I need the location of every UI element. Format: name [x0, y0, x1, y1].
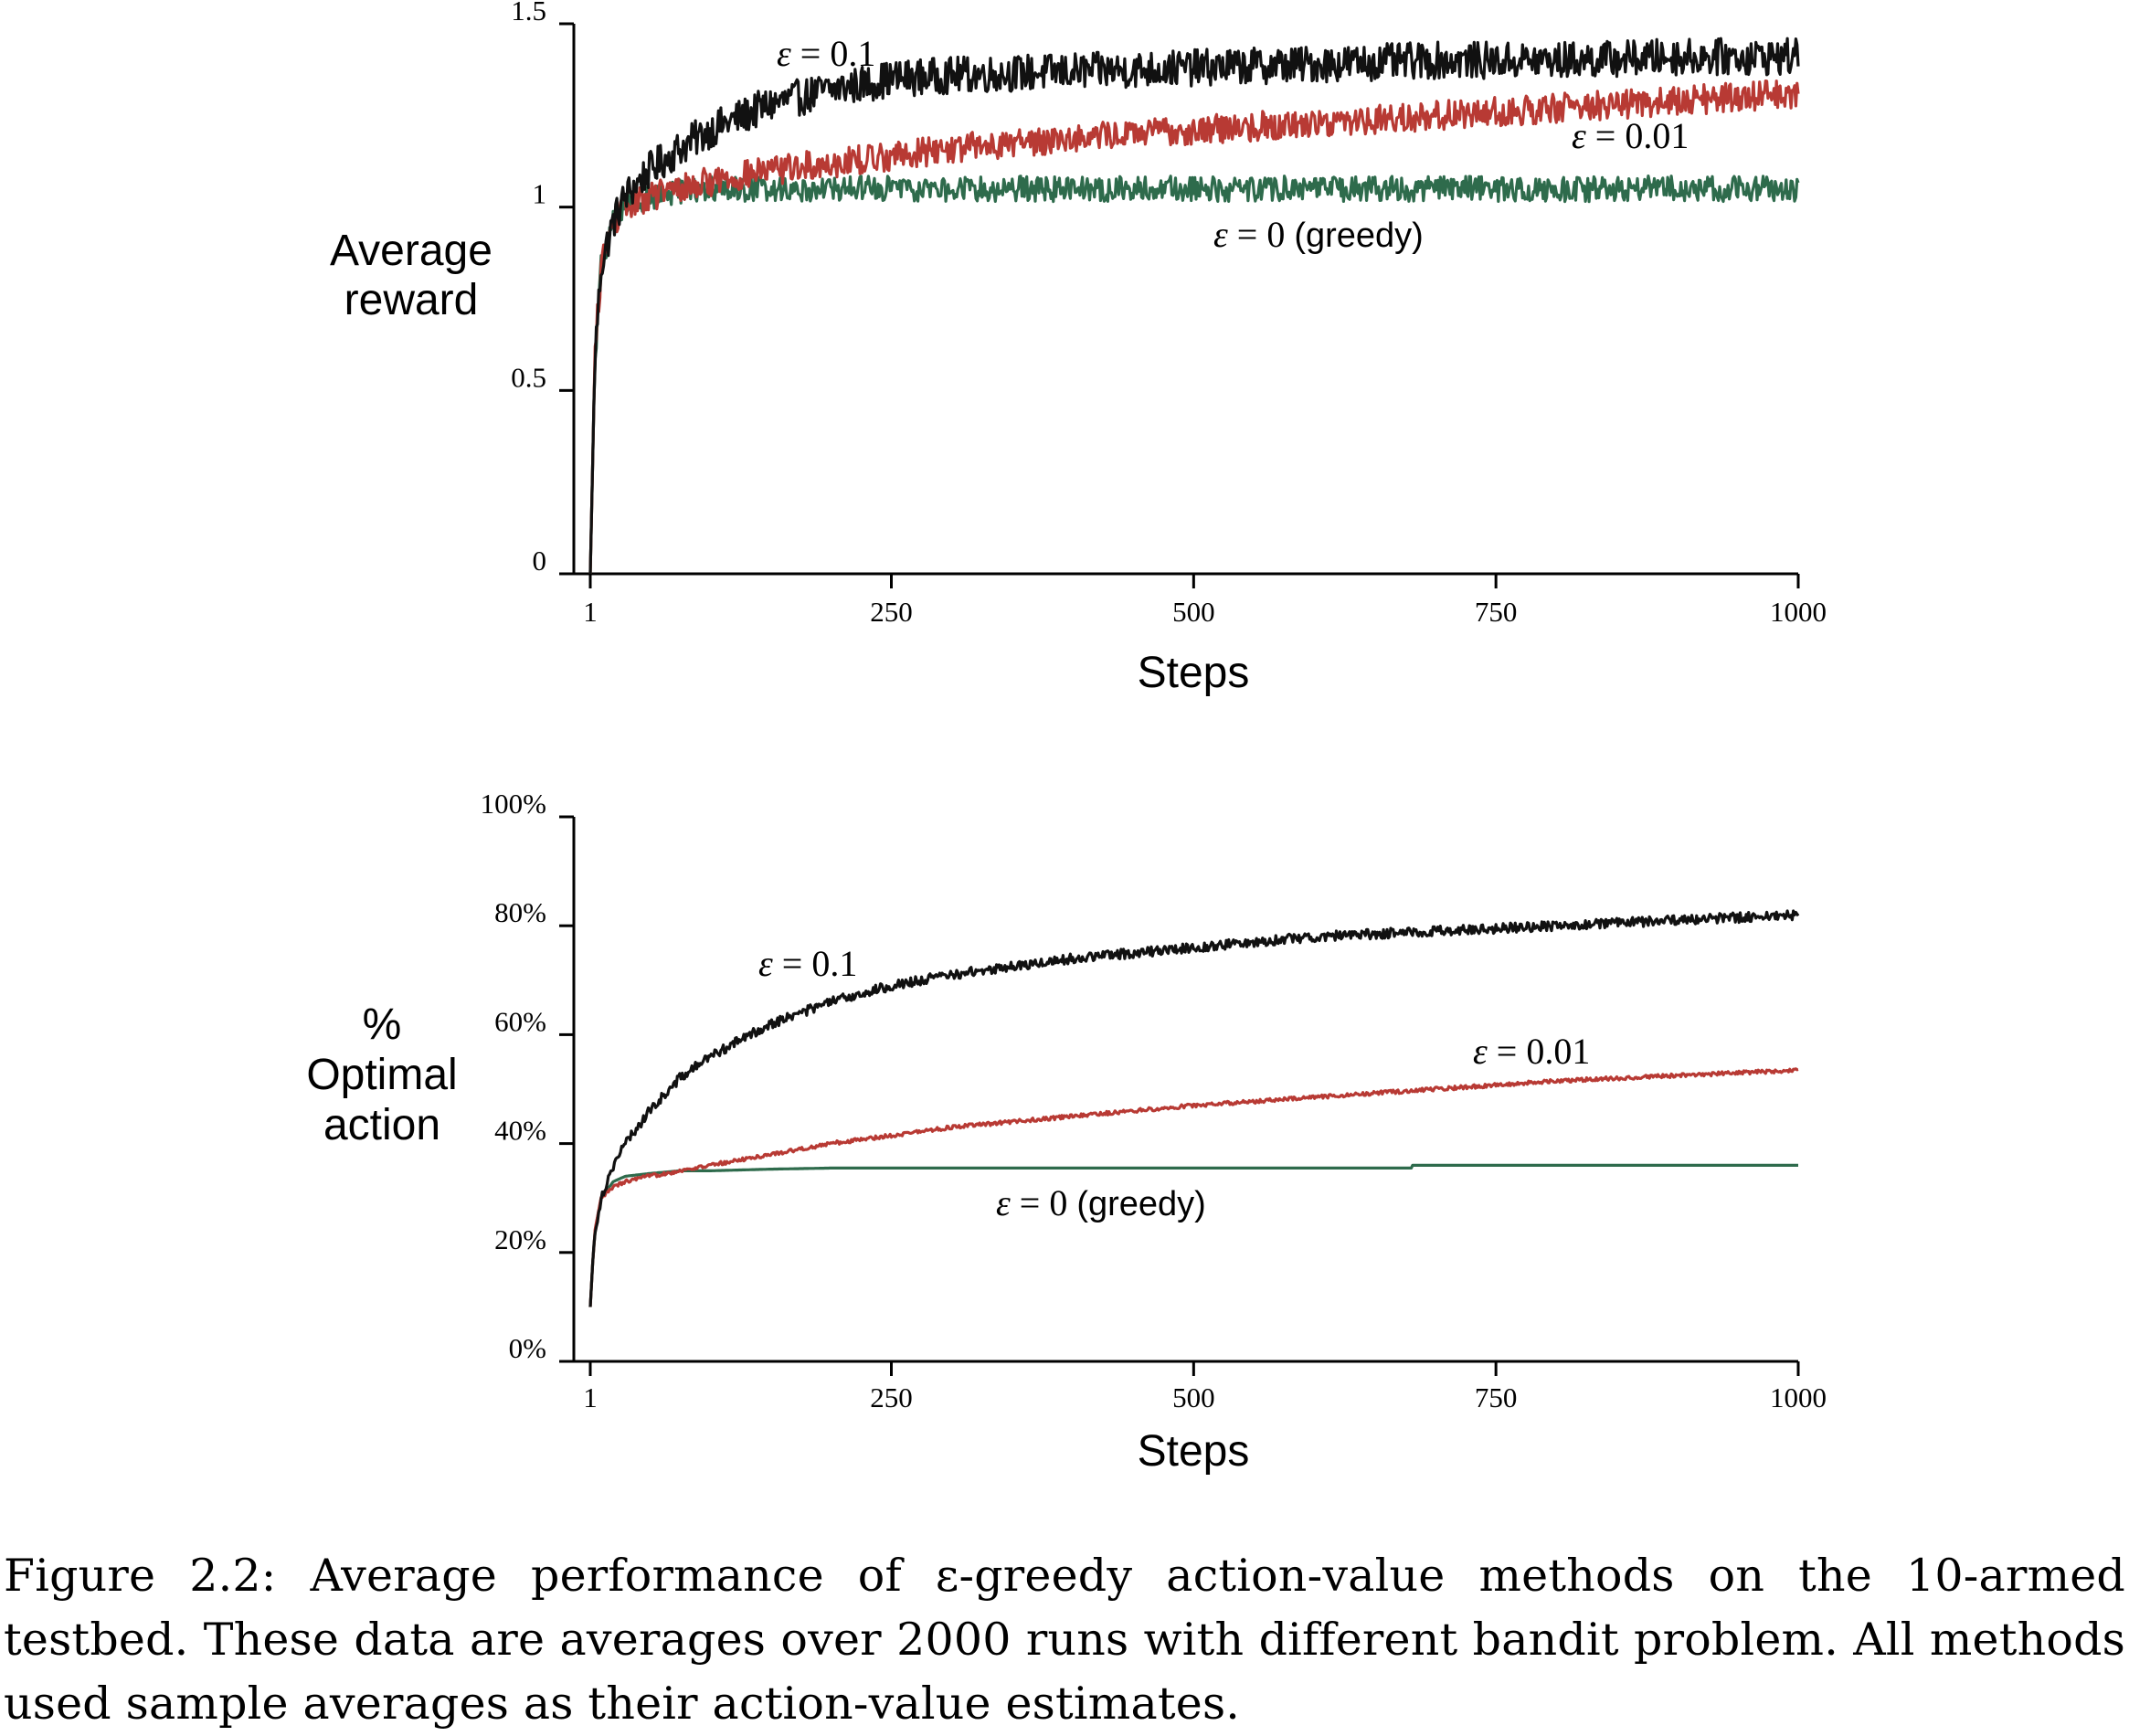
series-label-1: ε = 0.1: [777, 33, 875, 74]
x-axis-title: Steps: [1138, 1427, 1250, 1476]
y-tick-label: 0: [533, 545, 547, 577]
y-tick-label: 60%: [494, 1005, 546, 1037]
x-tick-label: 250: [870, 596, 913, 628]
x-tick-label: 1000: [1770, 1381, 1827, 1413]
y-tick-label: 20%: [494, 1223, 546, 1255]
chart-2: 0% 20% 40% 60% 80% 100% 1 250 500 750 1000 Steps % Op…: [306, 788, 1827, 1476]
figure-caption: Figure 2.2: Average performance of ε-gre…: [4, 1550, 2125, 1730]
series-line-1: [588, 909, 1800, 1307]
x-axis-title: Steps: [1138, 649, 1250, 697]
x-tick-label: 500: [1172, 1381, 1215, 1413]
y-axis-title: % Optimal action: [306, 1000, 457, 1149]
series-label-2: ε = 0.01: [1572, 115, 1689, 156]
series-line-2: [588, 1067, 1799, 1307]
x-tick-label: 250: [870, 1381, 913, 1413]
y-axis-title: Average reward: [330, 227, 493, 324]
y-tick-label: 0%: [509, 1332, 546, 1364]
x-tick-label: 1: [583, 1381, 598, 1413]
series-line-2: [588, 79, 1800, 575]
x-tick-label: 1: [583, 596, 598, 628]
y-tick-label: 40%: [494, 1115, 546, 1147]
series-line-3: [588, 175, 1800, 575]
series-label-1: ε = 0.1: [758, 943, 857, 984]
y-tick-label: 1: [533, 178, 547, 210]
series-line-3: [588, 1163, 1799, 1307]
y-tick-label: 100%: [481, 788, 546, 820]
x-tick-label: 750: [1475, 596, 1518, 628]
x-tick-label: 500: [1172, 596, 1215, 628]
series-label-2: ε = 0.01: [1473, 1031, 1590, 1072]
series-line-1: [588, 37, 1800, 575]
x-tick-label: 1000: [1770, 596, 1827, 628]
y-tick-label: 0.5: [511, 361, 546, 393]
y-tick-label: 80%: [494, 896, 546, 928]
x-tick-label: 750: [1475, 1381, 1518, 1413]
y-tick-label: 1.5: [511, 0, 546, 26]
chart-1: 0 0.5 1 1.5 1 250 500 750 1000 Steps Average reward…: [330, 0, 1827, 697]
series-label-3: ε = 0 (greedy): [996, 1182, 1206, 1223]
series-label-3: ε = 0 (greedy): [1213, 214, 1424, 255]
